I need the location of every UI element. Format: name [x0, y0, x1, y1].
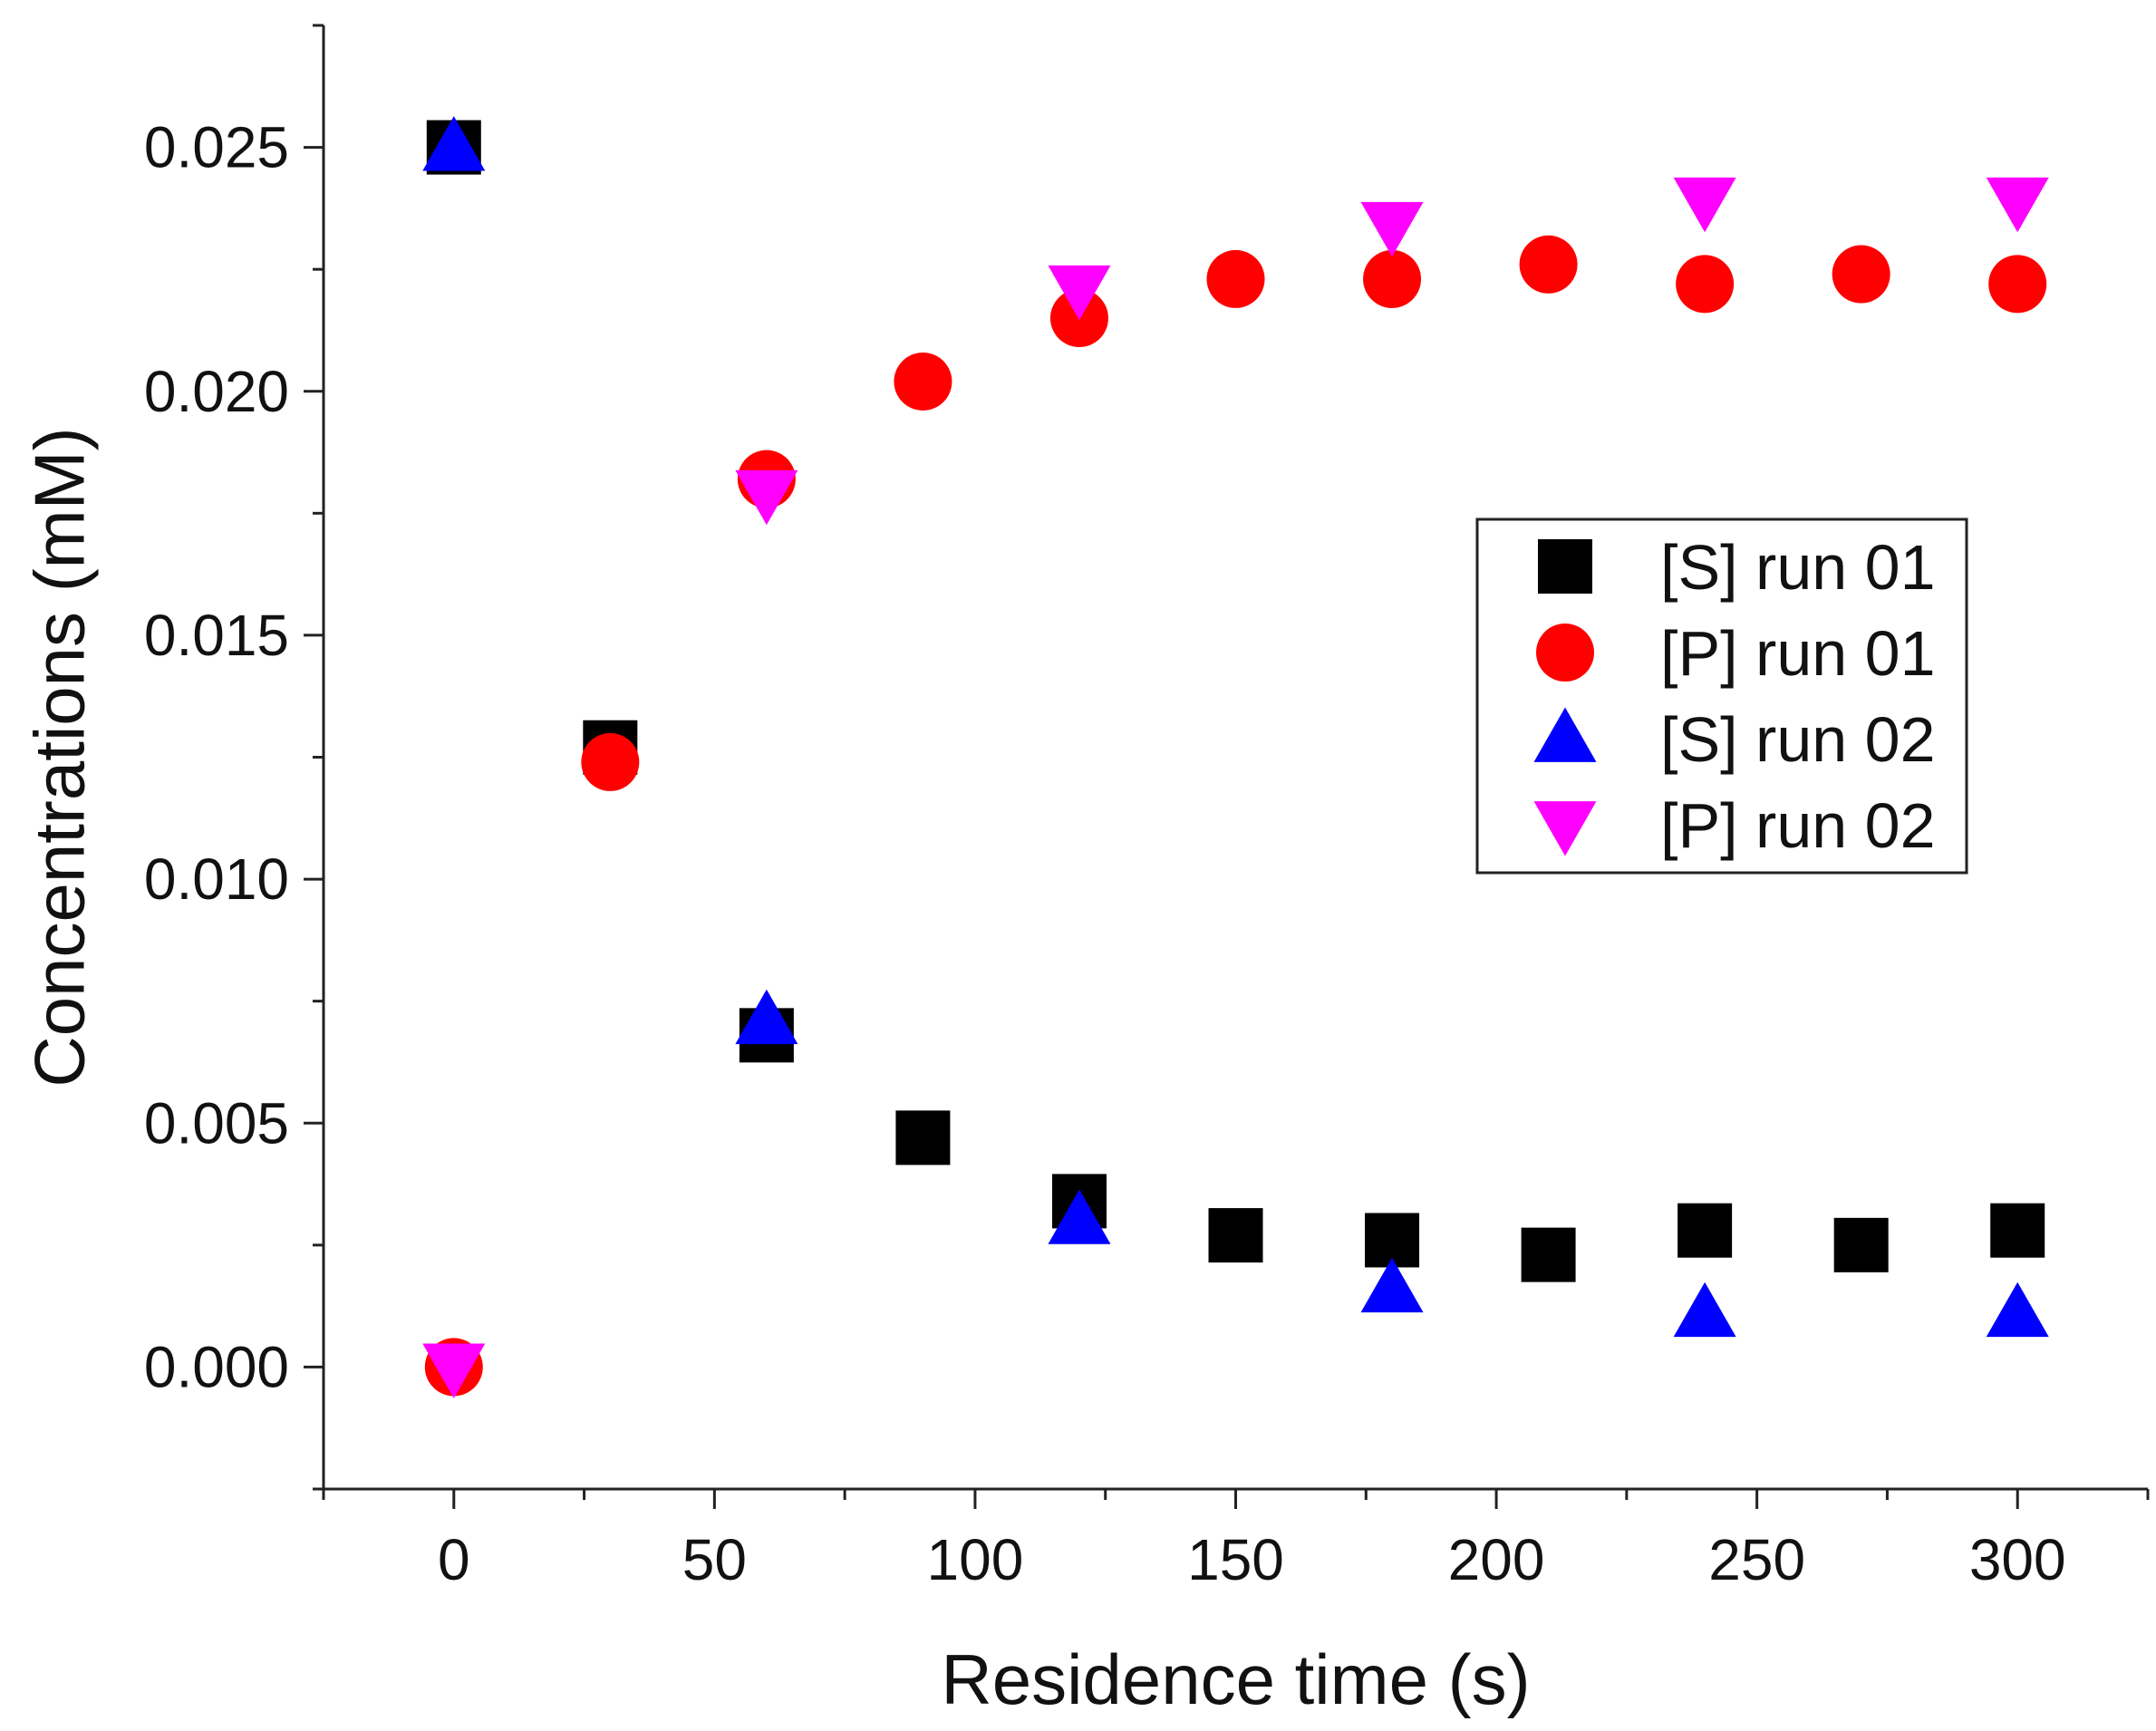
data-point [1360, 201, 1424, 257]
data-point [1048, 1189, 1111, 1244]
data-point [1988, 255, 2047, 314]
data-point [894, 352, 952, 411]
legend-marker [1533, 801, 1597, 856]
data-point [1673, 1281, 1736, 1338]
legend-marker [1536, 624, 1594, 682]
y-tick-label: 0.015 [144, 603, 289, 668]
ticks: 0 50 100 150 200 250 300 0.000 0.005 0.010 0.015 0.… [144, 24, 2150, 1592]
data-point [1986, 177, 2049, 233]
data-point [735, 469, 798, 526]
data-point [1677, 1203, 1733, 1258]
legend: [S] run 01 [P] run 01 [S] run 02 [P] run 02 [1475, 517, 1968, 875]
y-tick-label: 0.005 [144, 1090, 289, 1156]
data-point [1832, 245, 1890, 304]
data-point [735, 989, 798, 1045]
y-tick-label: 0.025 [144, 115, 289, 180]
data-point [1519, 235, 1578, 294]
y-tick-label: 0.020 [144, 359, 289, 424]
x-tick-label: 200 [1448, 1527, 1545, 1592]
data-point [422, 1343, 486, 1398]
data-point [1673, 177, 1736, 233]
x-tick-label: 300 [1969, 1527, 2066, 1592]
data-point [581, 732, 640, 791]
data-point [1676, 255, 1735, 314]
legend-entries: [S] run 01 [P] run 01 [S] run 02 [P] run 02 [1533, 532, 1936, 861]
legend-marker [1538, 539, 1592, 594]
data-points [422, 116, 2049, 1398]
data-point [1363, 249, 1422, 308]
legend-label: [S] run 01 [1660, 532, 1936, 603]
y-axis-title: Concentrations (mM) [20, 427, 100, 1087]
y-tick-label: 0.010 [144, 846, 289, 912]
x-axis-title: Residence time (s) [941, 1639, 1530, 1719]
x-tick-label: 150 [1187, 1527, 1284, 1592]
y-tick-label: 0.000 [144, 1334, 289, 1399]
series-p-run-02 [422, 177, 2049, 1398]
data-point [1833, 1217, 1889, 1272]
data-point [1206, 249, 1265, 308]
data-point [1990, 1203, 2045, 1258]
legend-label: [P] run 02 [1660, 790, 1936, 861]
data-point [1986, 1281, 2049, 1338]
data-point [1521, 1227, 1576, 1282]
x-tick-label: 250 [1708, 1527, 1805, 1592]
data-point [422, 116, 486, 171]
x-tick-label: 0 [438, 1527, 470, 1592]
data-point [895, 1110, 951, 1165]
legend-marker [1533, 707, 1597, 762]
legend-label: [S] run 02 [1660, 704, 1936, 775]
x-tick-label: 50 [682, 1527, 747, 1592]
series-s-run-02 [422, 116, 2049, 1338]
data-point [1360, 1257, 1424, 1313]
x-tick-label: 100 [927, 1527, 1024, 1592]
legend-label: [P] run 01 [1660, 618, 1936, 689]
data-point [1208, 1208, 1263, 1263]
data-point [1048, 265, 1111, 321]
